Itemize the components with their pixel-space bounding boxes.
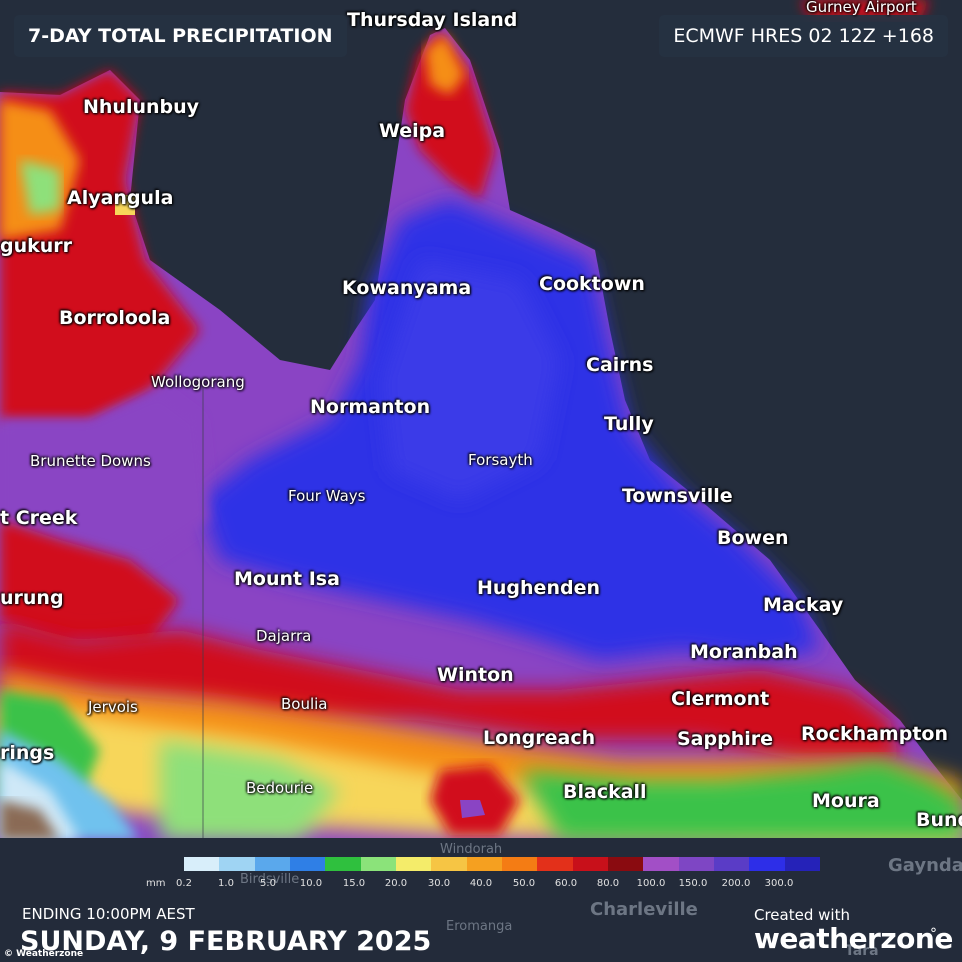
copyright-credit: © Weatherzone [4, 949, 84, 959]
place-clermont: Clermont [671, 688, 770, 710]
place-elliott: urung [0, 587, 64, 609]
weatherzone-logo: weatherzone [754, 922, 953, 955]
place-ngukurr: gukurr [0, 235, 73, 257]
place-jervois: Jervois [88, 698, 138, 716]
place-four-ways: Four Ways [288, 487, 366, 505]
place-windorah: Windorah [440, 842, 503, 857]
place-bedourie: Bedourie [246, 779, 314, 797]
place-brunette-downs: Brunette Downs [30, 452, 151, 470]
place-mount-isa: Mount Isa [234, 568, 340, 590]
legend-tick-label: 15.0 [342, 878, 366, 889]
legend-swatch [395, 857, 432, 871]
place-forsayth: Forsayth [468, 451, 533, 469]
place-kowanyama: Kowanyama [342, 277, 472, 299]
legend-tick-label: 5.0 [260, 878, 276, 889]
place-mackay: Mackay [763, 594, 844, 616]
logo-degree-icon: ° [930, 926, 937, 942]
ending-time: ENDING 10:00PM AEST [22, 905, 195, 923]
place-nhulunbuy: Nhulunbuy [83, 96, 200, 118]
legend-tick-label: 300.0 [764, 878, 794, 889]
place-bundaberg: Bund [916, 809, 962, 831]
legend-tick-label: 20.0 [384, 878, 408, 889]
place-alice-springs: rings [0, 742, 55, 764]
legend-swatch [572, 857, 608, 871]
legend-tick-label: 0.2 [176, 878, 192, 889]
legend-swatch [607, 857, 644, 871]
place-sapphire: Sapphire [677, 728, 774, 750]
legend-swatch [537, 857, 573, 871]
place-bowen: Bowen [717, 527, 789, 549]
legend-tick-label: 50.0 [512, 878, 536, 889]
legend-tick-label: 30.0 [427, 878, 451, 889]
place-tennant-creek: t Creek [0, 507, 78, 529]
place-tara: Tara [845, 943, 879, 959]
place-eromanga: Eromanga [446, 919, 513, 934]
place-charleville: Charleville [590, 899, 698, 920]
legend-swatch [431, 857, 467, 871]
place-cooktown: Cooktown [539, 273, 645, 295]
place-townsville: Townsville [622, 485, 733, 507]
logo-zone: zone [880, 922, 953, 955]
legend-tick-label: 100.0 [636, 878, 666, 889]
place-gurney-airport: Gurney Airport [806, 0, 917, 16]
place-tully: Tully [604, 413, 654, 435]
legend-tick-label: 60.0 [554, 878, 578, 889]
legend-swatch [678, 857, 714, 871]
legend-swatch [184, 857, 220, 871]
logo-weather: weather [754, 922, 881, 955]
legend-swatch [749, 857, 785, 871]
legend-swatch [466, 857, 502, 871]
legend-swatch [713, 857, 750, 871]
place-moura: Moura [812, 790, 880, 812]
legend-swatch [289, 857, 326, 871]
place-boulia: Boulia [281, 695, 328, 713]
place-alyangula: Alyangula [67, 187, 174, 209]
created-with-label: Created with [754, 906, 850, 924]
legend-swatch [784, 857, 820, 871]
place-wollogorang: Wollogorang [151, 373, 245, 391]
legend-tick-label: 10.0 [299, 878, 323, 889]
legend-tick-label: 150.0 [678, 878, 708, 889]
forecast-date: SUNDAY, 9 FEBRUARY 2025 [20, 926, 432, 957]
place-gayndah: Gaynda [888, 855, 962, 876]
legend-unit: mm [146, 878, 166, 889]
place-cairns: Cairns [586, 354, 654, 376]
place-hughenden: Hughenden [477, 577, 600, 599]
legend-tick-label: 1.0 [218, 878, 234, 889]
legend-swatch [643, 857, 679, 871]
map-title: 7-DAY TOTAL PRECIPITATION [14, 15, 347, 57]
place-dajarra: Dajarra [256, 627, 312, 645]
legend-tick-label: 80.0 [596, 878, 620, 889]
place-longreach: Longreach [483, 727, 596, 749]
legend-swatch [325, 857, 361, 871]
legend-tick-label: 200.0 [721, 878, 751, 889]
place-borroloola: Borroloola [59, 307, 171, 329]
model-run-label: ECMWF HRES 02 12Z +168 [659, 15, 948, 57]
place-normanton: Normanton [310, 396, 431, 418]
place-blackall: Blackall [563, 781, 647, 803]
legend-swatch [254, 857, 290, 871]
legend-swatch [360, 857, 396, 871]
place-thursday-island: Thursday Island [347, 9, 518, 31]
place-rockhampton: Rockhampton [801, 723, 948, 745]
place-weipa: Weipa [379, 120, 446, 142]
place-winton: Winton [437, 664, 514, 686]
precipitation-legend [184, 857, 820, 871]
legend-swatch [219, 857, 255, 871]
place-moranbah: Moranbah [690, 641, 798, 663]
legend-tick-label: 40.0 [469, 878, 493, 889]
legend-swatch [501, 857, 538, 871]
place-birdsville: Birdsville [240, 872, 300, 887]
